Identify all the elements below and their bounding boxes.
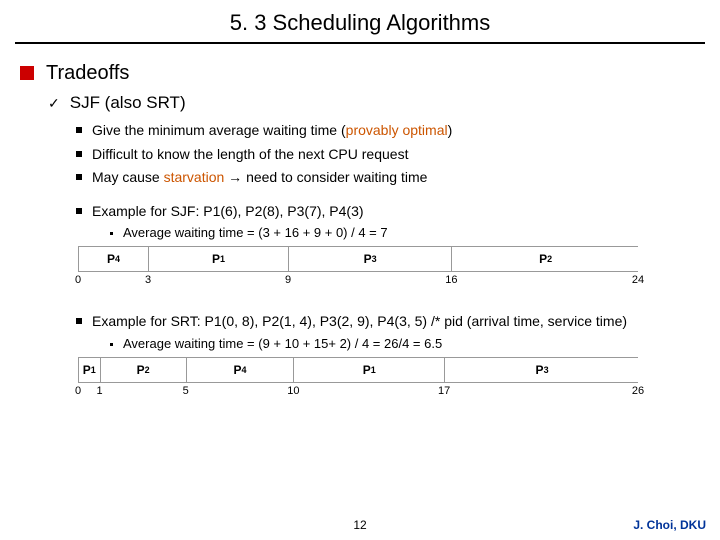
average-text: Average waiting time = (3 + 16 + 9 + 0) … — [123, 225, 388, 240]
level4-item: Average waiting time = (9 + 10 + 15+ 2) … — [110, 336, 700, 351]
level2-item: ✓ SJF (also SRT) — [48, 93, 700, 113]
square-bullet-icon — [76, 208, 82, 214]
square-bullet-icon — [76, 174, 82, 180]
level3-text: Difficult to know the length of the next… — [92, 145, 408, 165]
gantt-tick: 9 — [285, 274, 291, 286]
example-heading: Example for SRT: P1(0, 8), P2(1, 4), P3(… — [92, 312, 627, 332]
square-bullet-icon — [76, 318, 82, 324]
average-text: Average waiting time = (9 + 10 + 15+ 2) … — [123, 336, 442, 351]
level3-text: Give the minimum average waiting time (p… — [92, 121, 452, 141]
level2-text: SJF (also SRT) — [70, 93, 186, 113]
content-area: Tradeoffs ✓ SJF (also SRT) Give the mini… — [0, 62, 720, 399]
dot-bullet-icon — [110, 343, 113, 346]
highlight-text: starvation — [164, 169, 225, 185]
gantt-tick: 24 — [632, 274, 644, 286]
level3-text: May cause starvation → need to consider … — [92, 168, 427, 188]
gantt-segment: P1 — [149, 247, 289, 271]
gantt-tick: 3 — [145, 274, 151, 286]
gantt-segment: P3 — [445, 358, 639, 382]
gantt-segment: P2 — [452, 247, 639, 271]
gantt-tick: 16 — [445, 274, 457, 286]
gantt-tick: 26 — [632, 385, 644, 397]
square-bullet-icon — [76, 151, 82, 157]
level3-item: Example for SJF: P1(6), P2(8), P3(7), P4… — [76, 202, 700, 222]
level3-item: Example for SRT: P1(0, 8), P2(1, 4), P3(… — [76, 312, 700, 332]
gantt-segment: P2 — [101, 358, 187, 382]
gantt-tick: 0 — [75, 385, 81, 397]
level1-item: Tradeoffs — [20, 62, 700, 85]
level3-item: May cause starvation → need to consider … — [76, 168, 700, 188]
gantt-chart-srt: P1P2P4P1P3 015101726 — [78, 357, 700, 399]
gantt-segment: P1 — [79, 358, 101, 382]
level4-item: Average waiting time = (3 + 16 + 9 + 0) … — [110, 225, 700, 240]
square-bullet-icon — [76, 127, 82, 133]
gantt-segment: P4 — [79, 247, 149, 271]
dot-bullet-icon — [110, 232, 113, 235]
gantt-segment: P1 — [294, 358, 445, 382]
gantt-tick: 5 — [183, 385, 189, 397]
gantt-segment: P4 — [187, 358, 295, 382]
gantt-tick: 10 — [287, 385, 299, 397]
check-bullet-icon: ✓ — [48, 95, 60, 112]
gantt-segment: P3 — [289, 247, 452, 271]
level3-item: Difficult to know the length of the next… — [76, 145, 700, 165]
slide-title: 5. 3 Scheduling Algorithms — [15, 0, 705, 44]
page-number: 12 — [353, 518, 366, 532]
gantt-tick: 1 — [96, 385, 102, 397]
highlight-text: provably optimal — [346, 122, 448, 138]
footer-credit: J. Choi, DKU — [633, 518, 706, 532]
level1-text: Tradeoffs — [46, 62, 129, 85]
gantt-chart-sjf: P4P1P3P2 0 3 9 16 24 — [78, 246, 700, 288]
example-heading: Example for SJF: P1(6), P2(8), P3(7), P4… — [92, 202, 364, 222]
gantt-tick: 17 — [438, 385, 450, 397]
level3-item: Give the minimum average waiting time (p… — [76, 121, 700, 141]
gantt-tick: 0 — [75, 274, 81, 286]
square-bullet-icon — [20, 66, 34, 80]
